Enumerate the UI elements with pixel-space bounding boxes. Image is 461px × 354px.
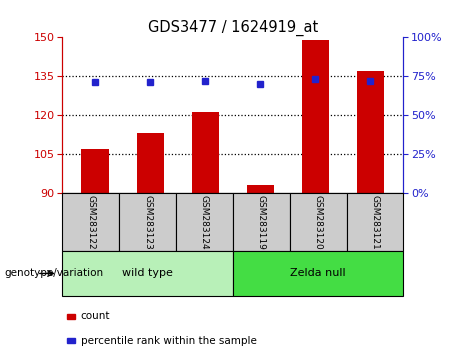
Bar xyxy=(357,71,384,193)
Bar xyxy=(82,149,109,193)
Text: genotype/variation: genotype/variation xyxy=(5,268,104,279)
Bar xyxy=(191,113,219,193)
Bar xyxy=(301,40,329,193)
Title: GDS3477 / 1624919_at: GDS3477 / 1624919_at xyxy=(148,19,318,36)
Text: GSM283122: GSM283122 xyxy=(86,195,95,250)
Text: GSM283121: GSM283121 xyxy=(371,195,379,250)
Bar xyxy=(247,185,274,193)
Text: percentile rank within the sample: percentile rank within the sample xyxy=(81,336,257,346)
Text: wild type: wild type xyxy=(122,268,173,279)
Text: Zelda null: Zelda null xyxy=(290,268,346,279)
Text: GSM283123: GSM283123 xyxy=(143,195,152,250)
Text: GSM283120: GSM283120 xyxy=(313,195,323,250)
Text: GSM283119: GSM283119 xyxy=(257,195,266,250)
Text: GSM283124: GSM283124 xyxy=(200,195,209,250)
Text: count: count xyxy=(81,311,110,321)
Bar xyxy=(136,133,164,193)
